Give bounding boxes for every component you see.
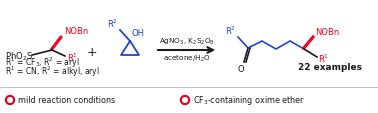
- Text: R$^1$ = CF$_3$, R$^2$ = aryl: R$^1$ = CF$_3$, R$^2$ = aryl: [5, 55, 80, 70]
- Text: R$^2$: R$^2$: [107, 17, 118, 30]
- Text: R$^1$: R$^1$: [67, 51, 78, 64]
- Text: NOBn: NOBn: [315, 28, 339, 37]
- Circle shape: [183, 98, 187, 102]
- Circle shape: [6, 96, 14, 105]
- Circle shape: [181, 96, 189, 105]
- Text: +: +: [87, 45, 97, 58]
- Text: R$^1$ = CN, R$^2$ = alkyl, aryl: R$^1$ = CN, R$^2$ = alkyl, aryl: [5, 64, 100, 79]
- Text: NOBn: NOBn: [64, 27, 88, 36]
- Circle shape: [8, 98, 12, 102]
- Text: CF$_3$-containing oxime ether: CF$_3$-containing oxime ether: [193, 94, 305, 107]
- Text: acetone/H$_2$O: acetone/H$_2$O: [163, 54, 211, 64]
- Text: 22 examples: 22 examples: [298, 63, 362, 72]
- Text: AgNO$_3$, K$_2$S$_2$O$_8$: AgNO$_3$, K$_2$S$_2$O$_8$: [159, 36, 214, 47]
- Text: PhO$_2$S: PhO$_2$S: [5, 50, 33, 63]
- Text: OH: OH: [132, 29, 145, 38]
- Text: O: O: [238, 64, 244, 73]
- Text: R$^2$: R$^2$: [225, 24, 236, 37]
- Text: R$^1$: R$^1$: [318, 52, 329, 65]
- Text: mild reaction conditions: mild reaction conditions: [18, 96, 115, 105]
